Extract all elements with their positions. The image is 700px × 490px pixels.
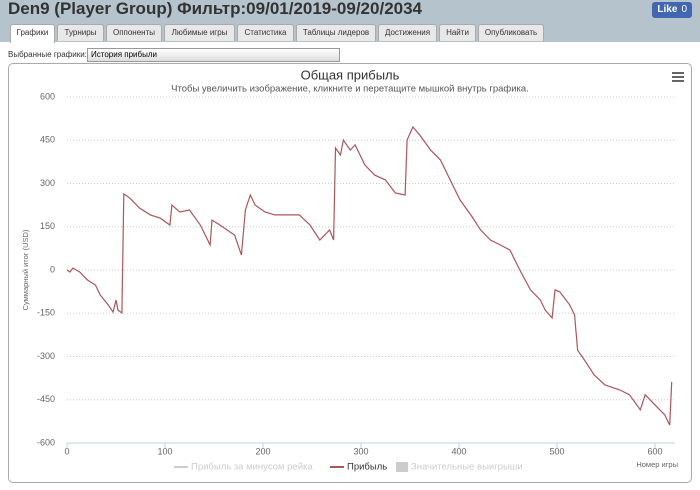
y-axis-label: Суммарный итог (USD) [21, 229, 30, 310]
like-label: Like [657, 4, 678, 15]
chart-title: Общая прибыль [301, 67, 400, 82]
y-tick-label: 0 [50, 264, 55, 274]
x-tick-label: 500 [549, 446, 564, 456]
y-tick-label: 300 [40, 178, 55, 188]
chart-frame [8, 63, 692, 483]
x-tick-label: 400 [451, 446, 466, 456]
y-tick-label: 600 [40, 91, 55, 101]
y-tick-label: 150 [40, 221, 55, 231]
tab[interactable]: Графики [10, 24, 55, 43]
legend-symbol [396, 462, 408, 472]
menu-bar [672, 72, 684, 74]
x-tick-label: 600 [647, 446, 662, 456]
menu-icon[interactable] [672, 72, 684, 82]
tab[interactable]: Опубликовать [478, 24, 544, 41]
tab[interactable]: Статистика [237, 24, 294, 41]
tab[interactable]: Таблицы лидеров [296, 24, 376, 41]
y-tick-label: -450 [37, 394, 55, 404]
chart-subtitle: Чтобы увеличить изображение, кликните и … [171, 84, 529, 95]
y-tick-label: -600 [37, 437, 55, 447]
tab[interactable]: Турниры [57, 24, 104, 41]
line-series [66, 125, 673, 426]
tab[interactable]: Найти [439, 24, 476, 41]
legend-item: Прибыль за минусом рейка [191, 462, 313, 473]
y-tick-label: -150 [37, 308, 55, 318]
legend-item: Прибыль [347, 462, 387, 473]
x-tick-label: 100 [157, 446, 172, 456]
x-tick-label: 300 [353, 446, 368, 456]
menu-bar [672, 80, 684, 82]
tab[interactable]: Любимые игры [164, 24, 235, 41]
page-title: Den9 (Player Group) Фильтр:09/01/2019-09… [8, 0, 423, 18]
x-tick-label: 200 [255, 446, 270, 456]
x-tick-label: 0 [64, 446, 69, 456]
like-count: 0 [681, 4, 687, 15]
like-button[interactable]: Like 0 [652, 2, 692, 18]
menu-bar [672, 76, 684, 78]
x-axis-label: Номер игры [636, 460, 678, 469]
tab[interactable]: Оппоненты [106, 24, 162, 41]
tab[interactable]: Достижения [378, 24, 437, 41]
y-tick-label: 450 [40, 135, 55, 145]
chart-selector[interactable]: История прибыли [87, 48, 340, 62]
legend-item: Значительные выигрыши [411, 462, 523, 473]
y-tick-label: -300 [37, 351, 55, 361]
selector-label: Выбранные графики: [8, 50, 87, 59]
